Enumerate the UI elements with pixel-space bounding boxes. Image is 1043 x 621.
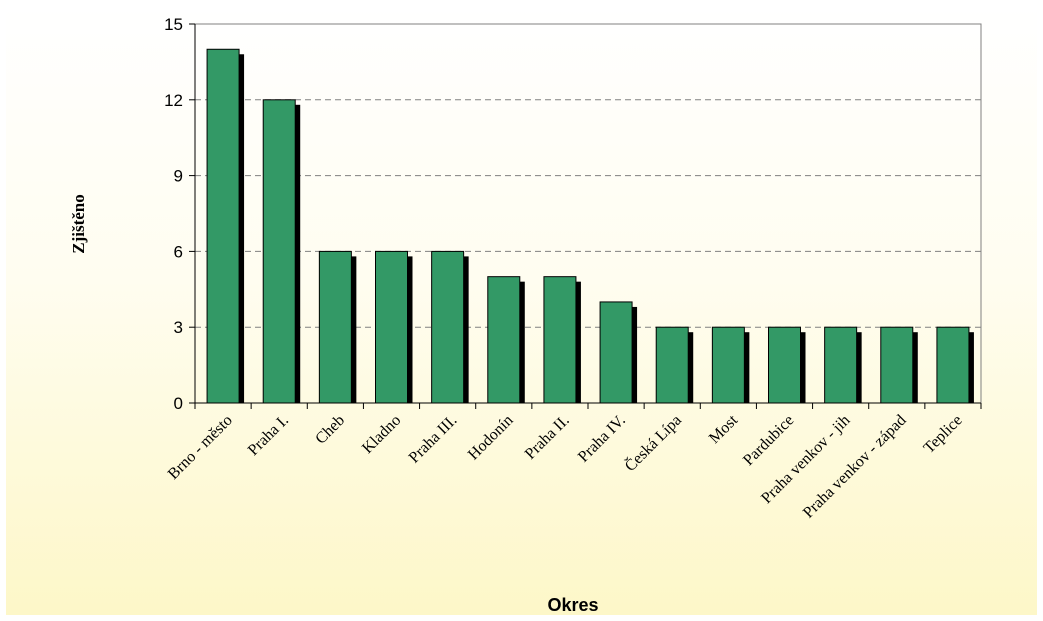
category-label: Praha I. xyxy=(245,412,292,459)
category-label: Praha III. xyxy=(406,412,461,467)
bar xyxy=(768,326,801,404)
bar xyxy=(206,48,240,404)
category-label: Pardubice xyxy=(740,412,797,469)
plot-area xyxy=(194,23,982,404)
axes xyxy=(189,23,982,409)
category-label: Cheb xyxy=(312,412,348,448)
y-tick-label: 6 xyxy=(174,242,183,261)
bar xyxy=(375,250,408,404)
category-label: Teplice xyxy=(921,412,966,457)
y-tick-label: 0 xyxy=(174,394,183,413)
bar xyxy=(318,250,352,404)
y-tick-label: 15 xyxy=(164,15,183,34)
bars xyxy=(206,48,974,404)
bar xyxy=(880,326,914,404)
category-label: Česká Lípa xyxy=(620,410,685,475)
bar xyxy=(487,276,521,404)
category-labels: Brno - město Praha I. Cheb Kladno Praha III.… xyxy=(165,410,966,521)
chart-frame: 0 3 6 9 12 15 Brno - město Praha I. Cheb Kladno P… xyxy=(6,6,1037,615)
bar xyxy=(655,326,689,404)
y-tick-label: 9 xyxy=(174,167,183,186)
category-label: Praha II. xyxy=(522,412,573,463)
category-label: Kladno xyxy=(359,412,404,457)
y-tick-label: 12 xyxy=(164,91,183,110)
category-label: Praha IV. xyxy=(575,412,629,466)
gridlines xyxy=(195,99,981,328)
y-tick-labels: 0 3 6 9 12 15 xyxy=(164,15,183,413)
category-label: Most xyxy=(706,411,742,447)
category-label: Brno - město xyxy=(165,412,236,483)
category-label: Hodonín xyxy=(465,412,517,464)
bar xyxy=(431,250,465,404)
x-axis-label: Okres xyxy=(547,595,598,615)
category-label: Praha venkov - západ xyxy=(800,412,910,522)
y-tick-label: 3 xyxy=(174,318,183,337)
y-axis-label: Zjištěno xyxy=(69,194,88,254)
bar xyxy=(936,326,970,404)
bar xyxy=(824,326,858,404)
bar xyxy=(543,276,577,404)
bar xyxy=(711,326,745,404)
bar xyxy=(599,301,633,404)
bar xyxy=(262,99,296,404)
